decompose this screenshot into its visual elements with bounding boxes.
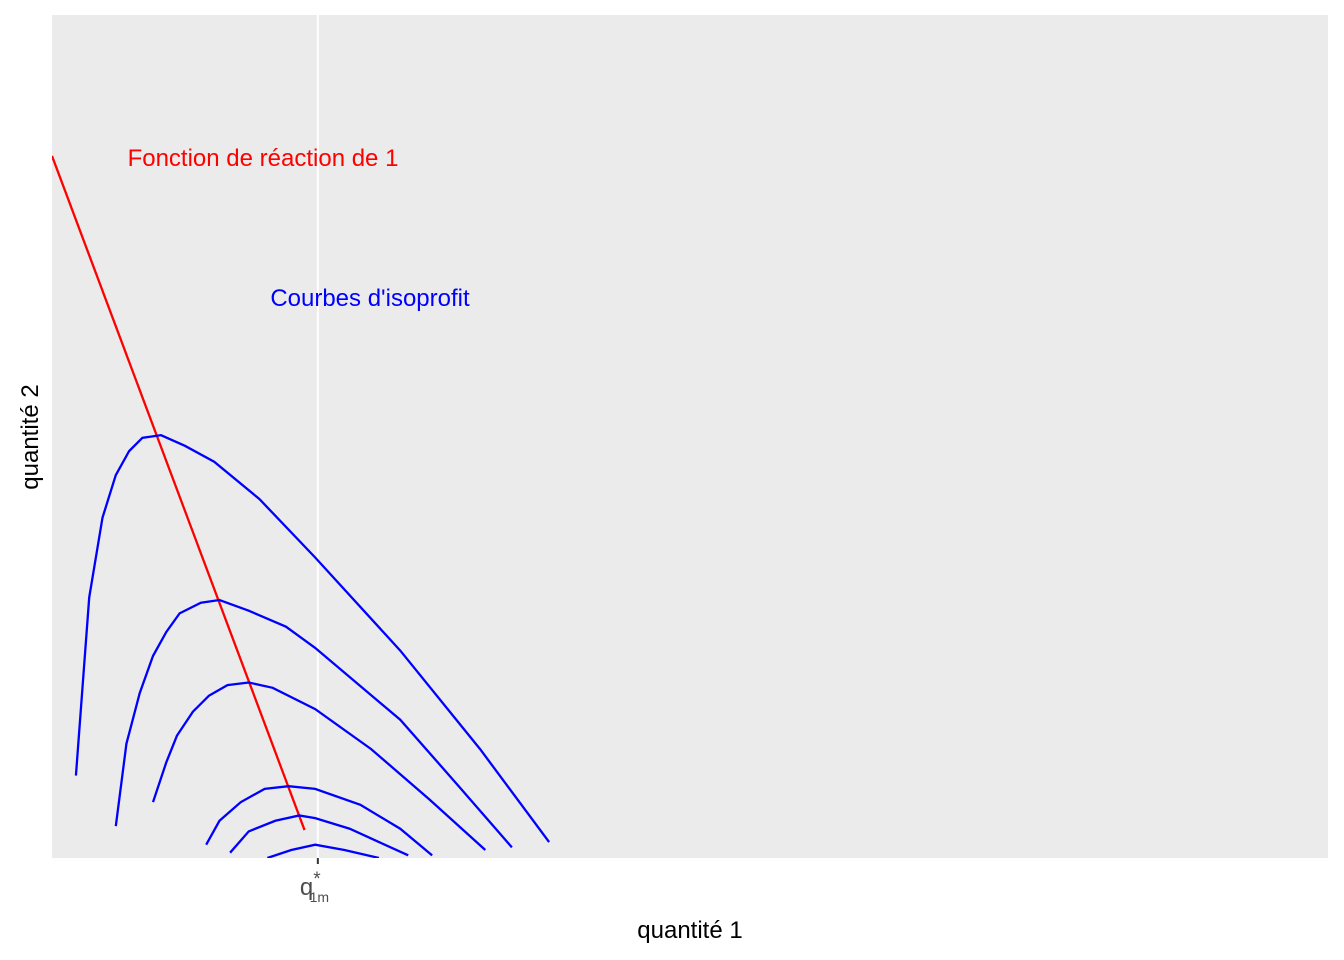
series-line xyxy=(151,681,487,851)
series-line xyxy=(52,155,306,831)
x-tick-label: q* 1m xyxy=(300,869,329,905)
series-line xyxy=(114,598,513,849)
annotation: Fonction de réaction de 1 xyxy=(128,145,399,172)
tick-label-main: q xyxy=(300,874,313,901)
y-axis-label: quantité 2 xyxy=(17,384,44,489)
plot-lines xyxy=(52,155,551,858)
series-line xyxy=(266,843,380,858)
x-axis-label: quantité 1 xyxy=(637,917,742,944)
tick-label-sup: * xyxy=(313,869,321,890)
annotation: Courbes d'isoprofit xyxy=(270,285,470,312)
panel xyxy=(52,15,1328,858)
series-line xyxy=(205,785,433,857)
series-line xyxy=(74,433,551,843)
tick-label-sub: 1m xyxy=(310,889,329,905)
series-line xyxy=(229,814,409,857)
